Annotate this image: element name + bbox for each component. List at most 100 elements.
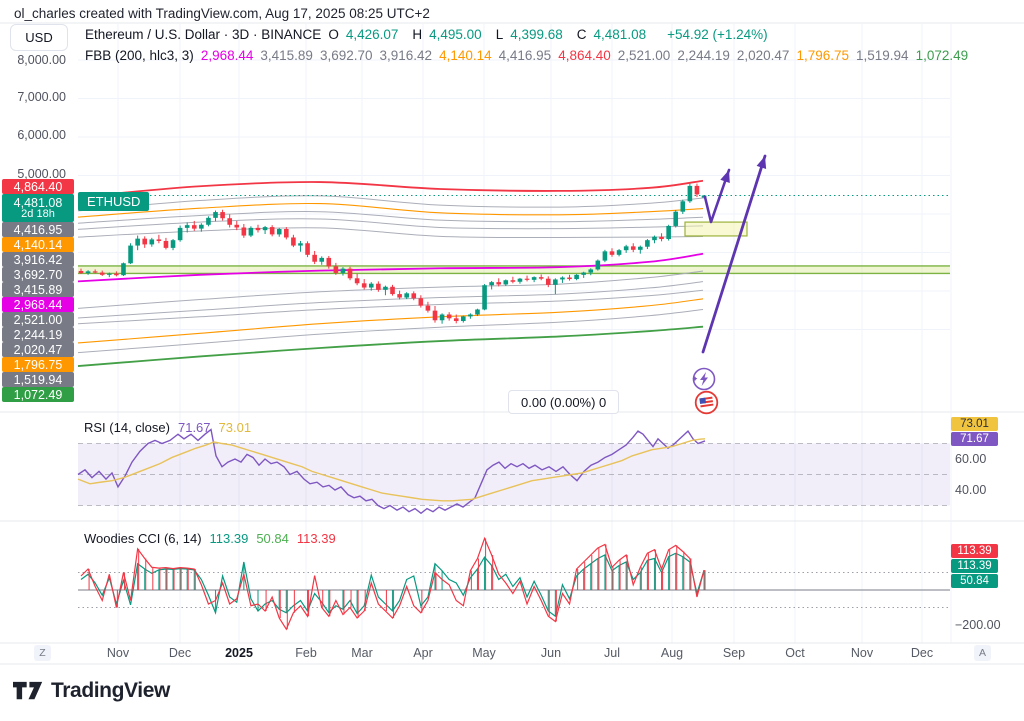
- cci-value: 113.39: [209, 531, 249, 546]
- price-badge: 4,140.14: [2, 237, 74, 252]
- fbb-line-upper_0.5: [77, 211, 704, 224]
- time-axis-label: Oct: [785, 646, 805, 660]
- rsi-title: RSI (14, close): [84, 420, 170, 435]
- rsi-series-RSI-based MA: [77, 438, 706, 502]
- fbb-line-lower_0.5: [77, 289, 704, 325]
- cci-series-CCI 14: [80, 552, 705, 618]
- price-badge: 3,415.89: [2, 282, 74, 297]
- price-badge: 4,416.95: [2, 222, 74, 237]
- fbb-indicator-values: 2,968.44 3,415.89 3,692.70 3,916.42 4,140.14…: [201, 48, 975, 63]
- attribution-text: ol_charles created with TradingView.com,…: [14, 6, 430, 21]
- time-axis-label: May: [472, 646, 496, 660]
- ohlc-item: O 4,426.07: [328, 27, 399, 42]
- supply-box-drawing: [684, 221, 748, 237]
- price-badge: 1,796.75: [2, 357, 74, 372]
- cci-pane-legend[interactable]: Woodies CCI (6, 14) 113.39 50.84 113.39: [84, 531, 352, 546]
- symbol-info-row: Ethereum / U.S. Dollar · 3D · BINANCE O 4,…: [85, 27, 775, 42]
- time-axis-label: Dec: [910, 646, 934, 660]
- cci-value: 50.84: [256, 531, 289, 546]
- ohlc-item: C 4,481.08: [576, 27, 647, 42]
- sparkle-glyph: [692, 376, 698, 382]
- rsi-values: 71.67 73.01: [178, 420, 259, 435]
- cci-pane: [78, 536, 950, 631]
- timezone-button[interactable]: Z: [34, 645, 51, 661]
- time-axis-label: Jun: [540, 646, 562, 660]
- fbb-line-basis: [77, 252, 704, 283]
- fbb-line-lower_1.0: [77, 325, 704, 367]
- cci-series-CCI 6: [80, 536, 705, 631]
- fbb-value: 2,244.19: [677, 48, 730, 63]
- fbb-value: 3,415.89: [260, 48, 313, 63]
- time-axis-label: Jul: [604, 646, 620, 660]
- rsi-pane: [77, 428, 950, 515]
- fbb-line-lower_0.764: [77, 308, 704, 354]
- currency-toggle-button[interactable]: USD: [10, 24, 68, 51]
- fbb-band-lines: [77, 179, 704, 367]
- price-badge: 1,519.94: [2, 372, 74, 387]
- time-axis-label: Sep: [722, 646, 746, 660]
- rsi-pane-legend[interactable]: RSI (14, close) 71.67 73.01: [84, 420, 267, 435]
- cci-values: 113.39 50.84 113.39: [210, 531, 344, 546]
- time-axis-label: Nov: [106, 646, 130, 660]
- time-axis-label: Dec: [168, 646, 192, 660]
- ohlc-item: H 4,495.00: [412, 27, 482, 42]
- us-flag-idea-icon[interactable]: [693, 389, 720, 416]
- ohlc-values: O 4,426.07 H 4,495.00 L 4,399.68 C 4,481.08: [328, 27, 660, 42]
- us-flag-glyph: [699, 396, 714, 408]
- fbb-indicator-name: FBB (200, hlc3, 3): [85, 48, 194, 63]
- bar-change-pill: 0.00 (0.00%) 0: [508, 390, 620, 414]
- gridlines: [78, 24, 950, 643]
- tradingview-wordmark: TradingView: [51, 679, 170, 702]
- cci-value: 113.39: [296, 531, 336, 546]
- cci14-badge: 113.39: [951, 559, 998, 573]
- fbb-line-lower_0.618: [77, 298, 704, 344]
- fbb-value: 3,692.70: [319, 48, 373, 63]
- fbb-value: 4,416.95: [498, 48, 552, 63]
- fbb-value: 1,796.75: [796, 48, 849, 63]
- ohlc-item: L 4,399.68: [495, 27, 563, 42]
- price-axis-label: 8,000.00: [17, 53, 66, 67]
- fbb-value: 1,072.49: [915, 48, 969, 63]
- symbol-price-tag: ETHUSD: [78, 192, 150, 211]
- rsi-series-RSI: [77, 428, 706, 515]
- time-axis-label: Feb: [295, 646, 317, 660]
- rsi-value: 71.67: [177, 420, 211, 435]
- fbb-line-upper_0.764: [77, 195, 704, 212]
- price-axis-label: 6,000.00: [17, 128, 66, 142]
- rsi-ma-badge: 73.01: [951, 417, 998, 431]
- fbb-line-lower_0.236: [77, 270, 704, 309]
- rsi-badge: 71.67: [951, 432, 998, 446]
- time-axis-label: Mar: [351, 646, 373, 660]
- symbol-title: Ethereum / U.S. Dollar · 3D · BINANCE: [85, 27, 322, 42]
- trend-arrow-drawings: [701, 154, 767, 354]
- cci-scale-label: −200.00: [955, 618, 1001, 632]
- price-badge: 3,692.70: [2, 267, 74, 282]
- pane-separators: [0, 22, 1024, 665]
- fbb-value: 2,521.00: [617, 48, 671, 63]
- fbb-value: 2,020.47: [736, 48, 790, 63]
- cci-title: Woodies CCI (6, 14): [84, 531, 202, 546]
- indicator-legend-fbb[interactable]: FBB (200, hlc3, 3) 2,968.44 3,415.89 3,692.…: [85, 48, 982, 63]
- fbb-value: 2,968.44: [200, 48, 254, 63]
- fbb-line-lower_0.382: [77, 281, 704, 319]
- fbb-line-upper_0.236: [77, 227, 704, 239]
- price-badge: 2,521.00: [2, 312, 74, 327]
- flash-idea-icon[interactable]: [691, 366, 717, 392]
- price-axis-label: 5,000.00: [17, 167, 66, 181]
- price-badge: 1,072.49: [2, 387, 74, 402]
- fbb-value: 4,140.14: [439, 48, 492, 63]
- price-axis-label: 7,000.00: [17, 90, 66, 104]
- price-badge: 2,968.44: [2, 297, 74, 312]
- price-badge: 3,916.42: [2, 252, 74, 267]
- fbb-line-upper_1.0: [77, 179, 704, 198]
- time-axis-label: 2025: [225, 646, 253, 660]
- tradingview-logo[interactable]: TradingView: [13, 679, 170, 703]
- price-badge: 4,864.40: [2, 179, 74, 194]
- fbb-line-upper_0.618: [77, 202, 704, 218]
- rsi-scale-label: 60.00: [955, 452, 987, 466]
- change-value: +54.92 (+1.24%): [667, 27, 768, 42]
- price-badge: 2,244.19: [2, 327, 74, 342]
- rsi-value: 73.01: [218, 420, 252, 435]
- axis-settings-button[interactable]: A: [974, 645, 991, 661]
